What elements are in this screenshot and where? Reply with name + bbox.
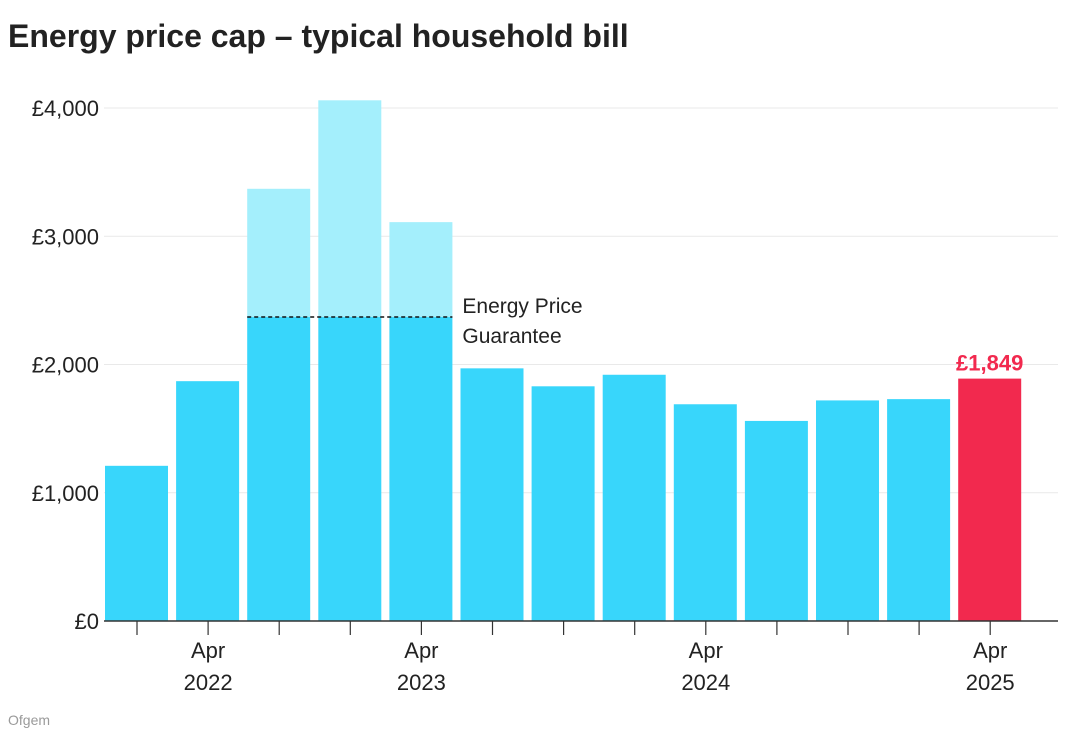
x-tick-label-month: Apr [689,638,723,663]
annotations: Energy Price Guarantee £1,849 [247,295,1023,376]
bar-cap-above-guarantee [247,188,311,318]
y-tick-label: £4,000 [32,96,99,121]
y-axis-labels: £0 £1,000 £2,000 £3,000 £4,000 [32,96,99,634]
x-axis-labels: Apr 2022 Apr 2023 Apr 2024 Apr 2025 [184,638,1015,695]
bar [460,368,524,621]
bar-highlight [958,378,1022,621]
bar [389,317,453,621]
bars [105,100,1022,621]
guarantee-label-line1: Energy Price [462,295,582,318]
x-tick-label-year: 2024 [681,670,730,695]
bar-cap-above-guarantee [318,100,382,318]
y-tick-label: £2,000 [32,353,99,378]
source-note: Ofgem [8,712,51,728]
x-tick-label-year: 2025 [966,670,1015,695]
guarantee-label-line2: Guarantee [462,325,561,348]
bar [105,465,168,621]
bar [602,374,666,621]
chart-title: Energy price cap – typical household bil… [8,18,629,54]
x-tick-label-month: Apr [973,638,1007,663]
x-axis [104,620,1058,635]
bar [531,386,595,621]
bar [816,400,879,621]
bar [247,317,311,621]
bar-cap-above-guarantee [389,222,453,318]
bar [673,404,737,621]
y-tick-label: £0 [75,609,99,634]
bar [318,317,382,621]
x-tick-label-year: 2022 [184,670,233,695]
x-tick-label-month: Apr [404,638,438,663]
bar [887,399,951,621]
x-tick-label-month: Apr [191,638,225,663]
bar [744,420,808,621]
x-tick-label-year: 2023 [397,670,446,695]
bar [176,381,240,621]
highlight-value-label: £1,849 [956,351,1023,376]
y-tick-label: £3,000 [32,224,99,249]
y-tick-label: £1,000 [32,481,99,506]
